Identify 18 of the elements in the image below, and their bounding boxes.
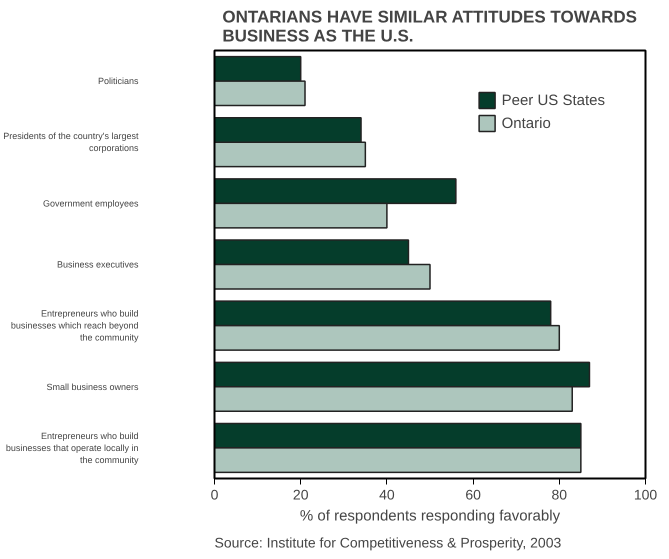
- source-note: Source: Institute for Competitiveness & Prosperity, 2003: [214, 534, 562, 550]
- y-tick-label: Government employees: [42, 198, 139, 208]
- y-tick-label: Small business owners: [46, 382, 139, 392]
- x-tick-label: 80: [552, 486, 568, 502]
- legend-label: Peer US States: [502, 92, 605, 108]
- y-tick-label: Presidents of the country's largest corporations: [3, 131, 139, 154]
- x-axis-title: % of respondents responding favorably: [300, 508, 561, 524]
- x-tick-label: 40: [379, 486, 395, 502]
- y-tick-label: Entrepreneurs who build businesses that operate locally in the community: [6, 430, 139, 465]
- legend-label: Ontario: [502, 114, 551, 132]
- x-tick-label: 0: [210, 486, 219, 502]
- x-tick-label: 20: [292, 486, 309, 502]
- chart-title: ONTARIANS HAVE SIMILAR ATTITUDES TOWARDS BUSINESS AS THE U.S.: [222, 8, 637, 46]
- y-tick-label: Entrepreneurs who build businesses which reach beyond the community: [10, 308, 139, 343]
- y-tick-label: Business executives: [56, 260, 139, 270]
- x-tick-label: 60: [465, 486, 482, 502]
- y-tick-label: Politicians: [98, 76, 139, 86]
- x-tick-label: 100: [634, 486, 658, 502]
